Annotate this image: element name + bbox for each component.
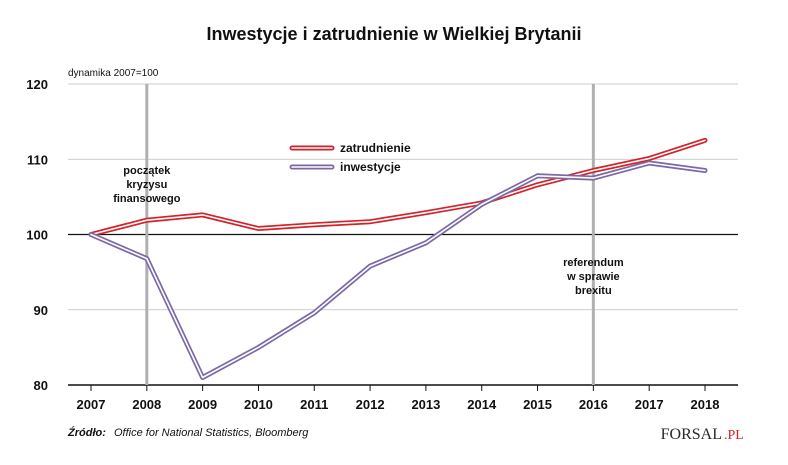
data-point-inwestycje-2012: [368, 264, 373, 269]
data-point-zatrudnienie-2013: [423, 210, 428, 215]
data-point-zatrudnienie-2015: [535, 182, 540, 187]
data-point-zatrudnienie-2008: [144, 218, 149, 223]
data-point-zatrudnienie-2009: [200, 212, 205, 217]
data-point-zatrudnienie-2010: [256, 226, 261, 231]
source-label: Źródło:: [67, 426, 106, 439]
legend-item-inwestycje: inwestycje: [289, 160, 401, 174]
data-point-zatrudnienie-2012: [368, 219, 373, 224]
x-tick-label: 2010: [244, 397, 273, 412]
annotation-text: finansowego: [113, 193, 181, 205]
annotation-text: referendum: [563, 257, 624, 269]
legend-label-zatrudnienie: zatrudnienie: [340, 141, 411, 155]
x-tick-label: 2012: [356, 397, 385, 412]
x-tick-label: 2015: [523, 397, 552, 412]
x-tick-label: 2017: [635, 397, 664, 412]
forsal-logo: FORSAL .PL: [661, 426, 744, 443]
annotations: początek kryzysu finansowego referendum w sp…: [113, 165, 624, 297]
series-inwestycje: [88, 160, 708, 380]
source-note: Źródło: Office for National Statistics, …: [67, 426, 309, 439]
data-point-inwestycje-2013: [423, 240, 428, 245]
series-line-inner-zatrudnienie: [90, 139, 706, 236]
x-tick-label: 2008: [132, 397, 161, 412]
data-point-inwestycje-2007: [89, 232, 94, 237]
annotation-text: w sprawie: [566, 271, 620, 283]
data-point-inwestycje-2008: [144, 256, 149, 261]
series-line-inner-inwestycje: [90, 162, 706, 379]
annotation-text: brexitu: [575, 285, 612, 297]
legend: zatrudnienie inwestycje: [289, 141, 411, 174]
data-point-inwestycje-2014: [479, 202, 484, 207]
legend-item-zatrudnienie: zatrudnienie: [289, 141, 411, 155]
y-tick-label: 80: [34, 378, 48, 393]
y-tick-labels: 80 90 100 110 120: [26, 77, 48, 393]
x-tick-label: 2016: [579, 397, 608, 412]
chart-subtitle: dynamika 2007=100: [68, 68, 159, 79]
source-text: Office for National Statistics, Bloomber…: [114, 427, 309, 439]
annotation-text: kryzysu: [126, 179, 167, 191]
y-tick-label: 90: [34, 303, 48, 318]
y-tick-label: 120: [26, 77, 48, 92]
data-point-inwestycje-2017: [647, 161, 652, 166]
data-point-inwestycje-2016: [591, 176, 596, 181]
x-tick-label: 2011: [300, 397, 328, 412]
annotation-2008: początek kryzysu finansowego: [113, 165, 181, 205]
annotation-lines: [145, 84, 595, 385]
data-point-inwestycje-2015: [535, 173, 540, 178]
logo-text: FORSAL: [661, 426, 722, 443]
x-tick-label: 2009: [188, 397, 217, 412]
data-point-inwestycje-2011: [312, 310, 317, 315]
data-point-zatrudnienie-2018: [703, 138, 708, 143]
x-tick-label: 2013: [411, 397, 440, 412]
x-tick-label: 2007: [77, 397, 106, 412]
annotation-2016: referendum w sprawie brexitu: [563, 257, 624, 297]
gridlines: [68, 83, 738, 386]
data-point-zatrudnienie-2016: [591, 168, 596, 173]
annotation-text: początek: [123, 165, 171, 177]
y-tick-label: 100: [26, 228, 48, 243]
series-zatrudnienie: [88, 137, 708, 237]
data-point-inwestycje-2010: [256, 345, 261, 350]
x-tick-label: 2018: [691, 397, 720, 412]
data-point-zatrudnienie-2011: [312, 222, 317, 227]
x-tick-labels: 2007 2008 2009 2010 2011 2012 2013 2014 2015 2016…: [77, 385, 720, 412]
series-lines: [88, 137, 708, 380]
logo-suffix: .PL: [724, 428, 744, 443]
chart-title: Inwestycje i zatrudnienie w Wielkiej Bry…: [207, 24, 582, 44]
x-tick-label: 2014: [467, 397, 497, 412]
y-tick-label: 110: [27, 152, 48, 167]
legend-label-inwestycje: inwestycje: [340, 160, 401, 174]
data-point-inwestycje-2009: [200, 375, 205, 380]
data-point-zatrudnienie-2017: [647, 156, 652, 161]
data-point-inwestycje-2018: [703, 168, 708, 173]
